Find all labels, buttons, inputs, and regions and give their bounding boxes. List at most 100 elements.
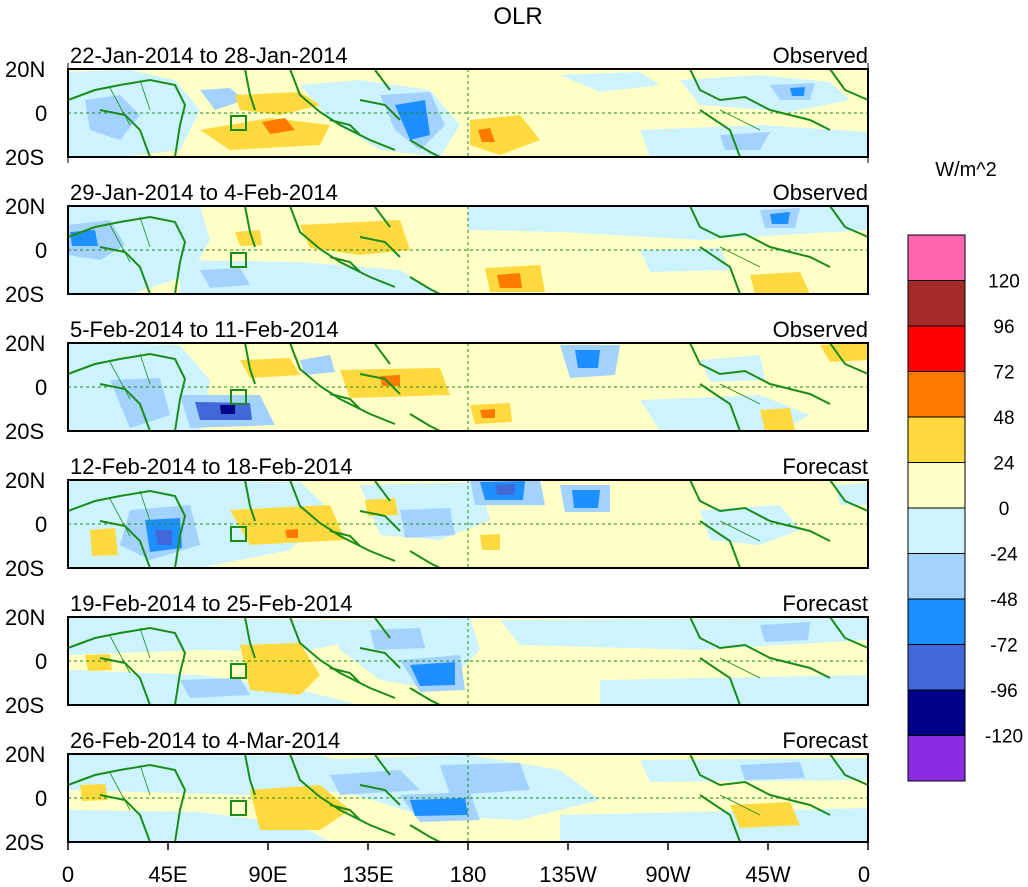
panel-frame [67, 68, 869, 158]
anomaly-fields [68, 617, 868, 705]
lat-label-20n: 20N [5, 742, 45, 767]
lat-label-20s: 20S [5, 145, 44, 170]
lon-label: 135E [342, 862, 393, 887]
thin-borders [109, 353, 761, 405]
thin-borders [109, 79, 761, 131]
panel-status: Forecast [782, 454, 868, 479]
panel-period: 22-Jan-2014 to 28-Jan-2014 [70, 43, 348, 68]
anomaly-fields [68, 754, 868, 842]
lon-label: 45E [148, 862, 187, 887]
panel-frame [67, 616, 869, 706]
legend-swatch [907, 416, 966, 463]
lat-label-20s: 20S [5, 693, 44, 718]
panel-status: Observed [773, 180, 868, 205]
lat-label-20s: 20S [5, 282, 44, 307]
legend-tick-label: 120 [988, 272, 1020, 293]
panel-ticks [67, 63, 869, 163]
longitude-axis: 0 45E 90E 135E 180 135W 90W 45W 0 [62, 862, 870, 887]
legend-swatch [907, 735, 966, 782]
indian-ocean-box [230, 389, 247, 405]
lat-label-20n: 20N [5, 194, 45, 219]
panel-status: Observed [773, 43, 868, 68]
panel-frame [67, 342, 869, 432]
lat-label-20s: 20S [5, 419, 44, 444]
panel-period: 26-Feb-2014 to 4-Mar-2014 [70, 728, 340, 753]
legend-swatch [907, 325, 966, 372]
anomaly-fields [68, 70, 868, 157]
legend-swatch [907, 234, 966, 281]
legend-swatch [907, 371, 966, 418]
lon-label: 0 [858, 862, 870, 887]
anomaly-fields [68, 343, 868, 431]
anomaly-fields [68, 206, 868, 294]
coastlines [68, 754, 868, 842]
legend-swatch [907, 644, 966, 691]
panel-frame [67, 205, 869, 295]
legend-tick-label: 96 [993, 317, 1014, 338]
lat-label-0: 0 [35, 238, 47, 263]
indian-ocean-box [230, 800, 247, 816]
indian-ocean-box [230, 526, 247, 542]
lat-label-20n: 20N [5, 57, 45, 82]
legend-tick-label: -24 [990, 545, 1018, 566]
legend-tick-label: 72 [993, 363, 1014, 384]
lat-label-20n: 20N [5, 605, 45, 630]
indian-ocean-box [230, 663, 247, 679]
map-panel: 22-Jan-2014 to 28-Jan-2014 Observed 20N … [5, 43, 869, 170]
legend-swatch [907, 462, 966, 509]
panel-status: Forecast [782, 728, 868, 753]
anomaly-fields [68, 480, 868, 568]
panel-period: 5-Feb-2014 to 11-Feb-2014 [70, 317, 339, 342]
map-panel: 5-Feb-2014 to 11-Feb-2014 Observed 20N 0… [5, 317, 869, 444]
legend-tick-label: -120 [985, 727, 1023, 748]
lon-label: 90W [645, 862, 690, 887]
lat-label-0: 0 [35, 101, 47, 126]
legend-swatch [907, 507, 966, 554]
legend-tick-label: -96 [990, 681, 1017, 702]
thin-borders [109, 627, 761, 679]
lon-label: 0 [62, 862, 74, 887]
lat-label-0: 0 [35, 649, 47, 674]
coastlines [68, 69, 868, 157]
panel-period: 12-Feb-2014 to 18-Feb-2014 [70, 454, 353, 479]
lat-label-0: 0 [35, 786, 47, 811]
legend-swatch [907, 598, 966, 645]
panel-period: 19-Feb-2014 to 25-Feb-2014 [70, 591, 353, 616]
coastlines [68, 480, 868, 568]
legend-tick-label: -48 [990, 590, 1017, 611]
lat-label-20n: 20N [5, 468, 45, 493]
map-panel: 19-Feb-2014 to 25-Feb-2014 Forecast 20N … [5, 591, 869, 718]
panel-frame [67, 479, 869, 569]
coastlines [68, 206, 868, 294]
thin-borders [109, 490, 761, 542]
lon-label: 180 [450, 862, 487, 887]
map-panel: 29-Jan-2014 to 4-Feb-2014 Observed 20N 0… [5, 180, 869, 307]
lon-label: 135W [539, 862, 597, 887]
panel-status: Forecast [782, 591, 868, 616]
legend-swatch [907, 689, 966, 736]
legend-tick-label: -72 [990, 636, 1017, 657]
legend-tick-label: 24 [993, 454, 1015, 475]
bottom-ticks [67, 842, 869, 850]
legend-units: W/m^2 [935, 159, 997, 181]
color-legend: W/m^2 120 96 72 48 24 0 -24 -48 -72 -96 -120 [907, 159, 1023, 782]
legend-swatches [907, 234, 966, 782]
lat-label-0: 0 [35, 375, 47, 400]
panel-status: Observed [773, 317, 868, 342]
map-panel: 12-Feb-2014 to 18-Feb-2014 Forecast 20N … [5, 454, 869, 581]
lon-label: 90E [248, 862, 287, 887]
lat-label-20s: 20S [5, 556, 44, 581]
coastlines [68, 617, 868, 705]
legend-tick-label: 48 [993, 408, 1014, 429]
figure-title: OLR [493, 3, 542, 30]
legend-swatch [907, 280, 966, 327]
lat-label-20n: 20N [5, 331, 45, 356]
indian-ocean-box [230, 115, 247, 131]
thin-borders [109, 764, 761, 816]
thin-borders [109, 216, 761, 268]
indian-ocean-box [230, 252, 247, 268]
lat-label-20s: 20S [5, 830, 44, 855]
map-panel: 26-Feb-2014 to 4-Mar-2014 Forecast 20N 0… [5, 728, 869, 855]
lat-label-0: 0 [35, 512, 47, 537]
